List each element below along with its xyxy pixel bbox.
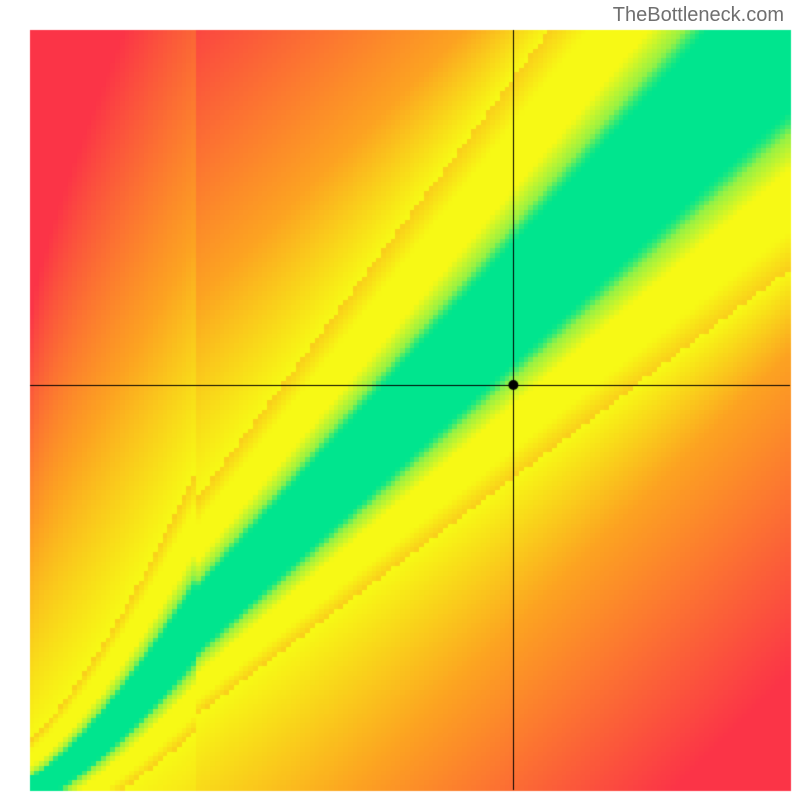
chart-container: TheBottleneck.com (0, 0, 800, 800)
watermark-text: TheBottleneck.com (613, 4, 784, 27)
bottleneck-heatmap-canvas (0, 0, 800, 800)
